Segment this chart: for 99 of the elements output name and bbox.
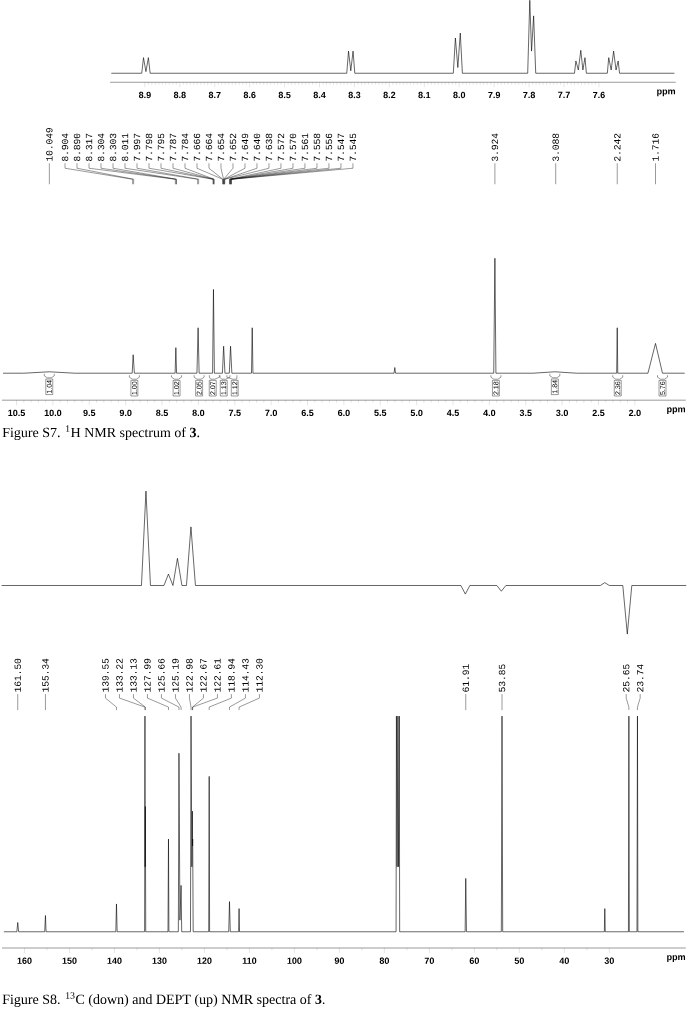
x-tick-label: 150 — [62, 957, 77, 964]
annotation: 114.43 — [242, 658, 249, 692]
annotation: 23.74 — [637, 664, 644, 692]
annotation: 125.66 — [158, 658, 165, 692]
annotation: 139.55 — [102, 658, 109, 692]
annotation: 7.570 — [289, 133, 297, 161]
caption: Figure S8. $^{13}$C (down) and DEPT (up) NMR spectra of 3. — [2, 992, 325, 1007]
annotation: 7.556 — [325, 133, 333, 161]
x-tick-label: 5.0 — [410, 409, 423, 417]
x-tick-label: 2.0 — [629, 409, 641, 417]
x-tick-label: 7.5 — [229, 409, 241, 416]
caption: Figure S7. $^{1}$H NMR spectrum of 3. — [2, 425, 200, 441]
x-axis-title: ppm — [667, 407, 686, 415]
x-tick-label: 4.0 — [483, 409, 496, 417]
annotation: 7.666 — [193, 133, 201, 161]
annotation: 7.572 — [277, 133, 285, 161]
annotation: 8.890 — [73, 133, 81, 161]
x-axis-title: ppm — [657, 89, 676, 97]
x-tick-label: 8.1 — [418, 91, 431, 99]
x-tick-label: 120 — [197, 957, 212, 964]
x-tick-label: 160 — [17, 957, 32, 964]
x-axis-title: ppm — [667, 955, 686, 962]
annotation: 7.547 — [337, 133, 345, 161]
annotation: 7.545 — [349, 133, 357, 161]
x-tick-label: 8.0 — [453, 91, 466, 99]
annotation: 7.649 — [241, 133, 249, 161]
x-tick-label: 9.5 — [83, 409, 96, 417]
x-tick-label: 140 — [107, 957, 122, 964]
x-tick-label: 60 — [469, 957, 480, 964]
annotation: 3.088 — [552, 133, 560, 161]
annotation: 7.640 — [253, 133, 261, 161]
x-tick-label: 10.5 — [8, 409, 26, 417]
x-tick-label: 7.8 — [523, 91, 536, 99]
x-tick-label: 8.5 — [278, 91, 291, 99]
x-tick-label: 7.6 — [593, 91, 605, 99]
x-tick-label: 5.5 — [374, 409, 387, 416]
x-tick-label: 100 — [287, 957, 302, 964]
x-tick-label: 3.5 — [519, 409, 532, 417]
annotation: 8.904 — [61, 133, 69, 161]
annotation: 122.61 — [214, 658, 221, 692]
annotation: 118.94 — [228, 658, 235, 692]
annotation: 7.652 — [229, 133, 237, 161]
x-tick-label: 50 — [514, 957, 525, 964]
annotation: 3.924 — [491, 133, 499, 161]
x-tick-label: 4.5 — [446, 409, 460, 416]
x-tick-label: 8.5 — [156, 409, 169, 417]
x-tick-label: 110 — [242, 957, 257, 964]
x-tick-label: 70 — [424, 957, 435, 964]
annotation: 10.049 — [46, 128, 53, 161]
x-tick-label: 6.5 — [301, 409, 314, 417]
x-tick-label: 9.0 — [119, 409, 132, 417]
annotation: 133.13 — [130, 658, 137, 692]
annotation: 53.85 — [498, 664, 506, 692]
x-tick-label: 3.0 — [556, 409, 569, 417]
x-tick-label: 8.4 — [313, 91, 326, 99]
annotation: 7.561 — [301, 133, 309, 161]
x-tick-label: 80 — [379, 957, 390, 964]
x-tick-label: 90 — [334, 957, 345, 964]
x-tick-label: 130 — [152, 957, 167, 964]
annotation: 61.91 — [462, 664, 470, 692]
annotation: 127.99 — [144, 658, 151, 692]
x-tick-label: 8.7 — [208, 91, 221, 99]
x-tick-label: 7.7 — [558, 91, 570, 98]
x-tick-label: 8.9 — [139, 91, 151, 99]
annotation: 7.784 — [181, 133, 189, 161]
x-tick-label: 7.9 — [488, 91, 501, 99]
annotation: 7.664 — [205, 133, 213, 161]
x-tick-label: 8.6 — [243, 91, 256, 99]
annotation: 112.30 — [256, 658, 263, 692]
annotation: 1.716 — [652, 133, 659, 161]
x-tick-label: 40 — [559, 957, 570, 964]
annotation: 7.654 — [217, 133, 225, 161]
annotation: 25.65 — [623, 664, 630, 692]
annotation: 7.997 — [133, 133, 141, 161]
x-tick-label: 7.0 — [265, 409, 278, 417]
annotation: 8.303 — [109, 133, 117, 161]
annotation: 7.787 — [169, 133, 177, 161]
annotation: 133.22 — [116, 658, 123, 692]
annotation: 8.317 — [85, 133, 93, 161]
annotation: 122.98 — [186, 658, 193, 692]
annotation: 122.67 — [200, 658, 207, 692]
x-tick-label: 8.0 — [192, 409, 205, 417]
annotation: 155.34 — [42, 658, 49, 692]
x-tick-label: 8.3 — [348, 91, 361, 99]
annotation: 8.304 — [97, 133, 105, 161]
x-tick-label: 8.2 — [383, 91, 396, 99]
annotation: 7.558 — [313, 133, 321, 161]
x-tick-label: 30 — [604, 957, 615, 964]
annotation: 7.638 — [265, 133, 273, 161]
annotation: 8.011 — [121, 133, 129, 161]
x-tick-label: 8.8 — [173, 91, 186, 99]
x-tick-label: 6.0 — [338, 409, 350, 417]
x-tick-label: 10.0 — [44, 409, 62, 417]
x-tick-label: 2.5 — [592, 409, 605, 417]
annotation: 7.795 — [157, 133, 165, 161]
annotation: 125.19 — [172, 658, 179, 692]
annotation: 7.798 — [145, 133, 153, 161]
annotation: 2.242 — [614, 133, 621, 161]
annotation: 161.50 — [14, 658, 22, 692]
